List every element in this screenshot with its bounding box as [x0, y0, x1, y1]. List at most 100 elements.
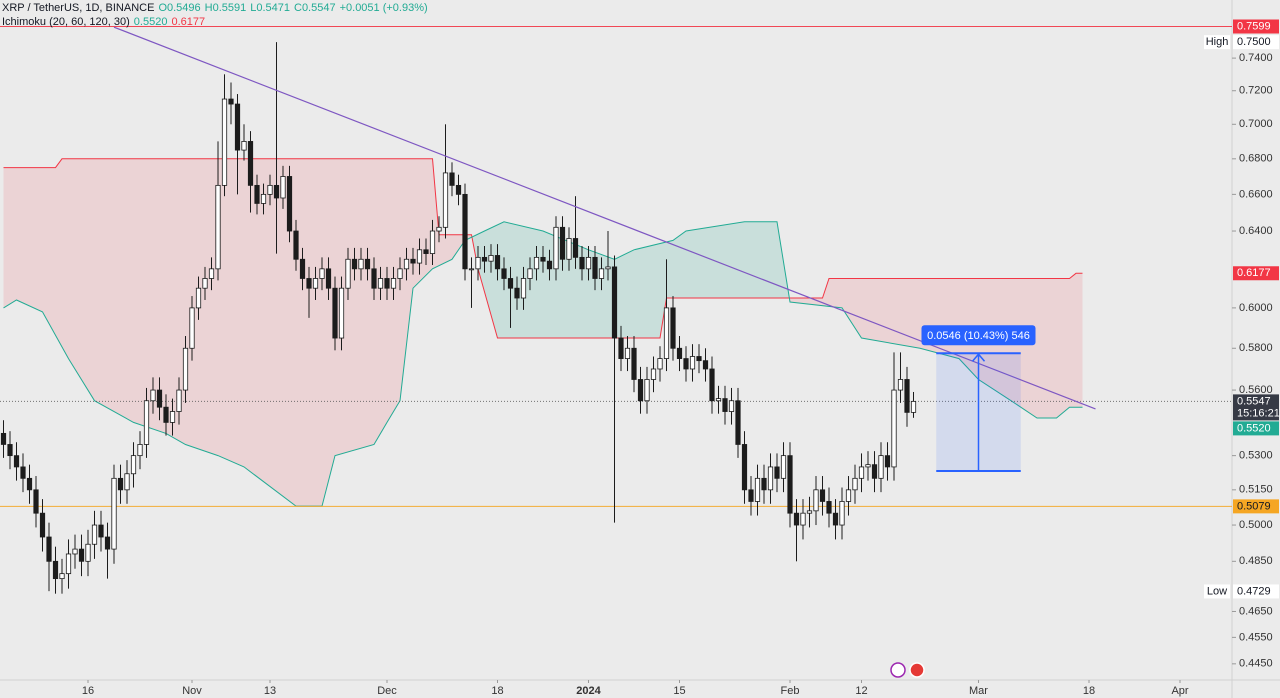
x-tick-label: Mar — [969, 685, 988, 697]
symbol: XRP / TetherUS, 1D, BINANCE — [2, 2, 155, 14]
candle-body — [637, 379, 644, 402]
candle-body — [338, 287, 345, 339]
x-tick-label: 16 — [82, 685, 94, 697]
candle-body — [462, 193, 468, 270]
candle-body — [377, 278, 384, 289]
candle-body — [852, 477, 858, 491]
ohlc: H0.5591 — [204, 2, 247, 14]
tag-bg — [1204, 35, 1230, 50]
candle-body — [7, 444, 13, 457]
candle-body — [800, 512, 806, 526]
candle-body — [358, 258, 364, 270]
price-badge — [1233, 35, 1279, 50]
countdown: 15:16:21 — [1237, 407, 1280, 419]
candle-body — [449, 172, 455, 186]
candle-body — [325, 268, 332, 289]
x-tick-label: 13 — [264, 685, 276, 697]
candle-body — [65, 553, 72, 575]
candle-body — [117, 477, 124, 491]
candle-body — [390, 278, 397, 289]
candle-body — [527, 268, 533, 279]
ohlc: O0.5496 — [158, 2, 201, 14]
candle-body — [728, 400, 735, 412]
candle-body — [241, 141, 247, 151]
ichimoku-line — [3, 221, 1083, 507]
symbol-row: XRP / TetherUS, 1D, BINANCE O0.5496 H0.559… — [2, 1, 432, 15]
candle-body — [234, 103, 241, 151]
candle-body — [741, 444, 748, 491]
candle-body — [845, 489, 852, 502]
y-tick-label: 0.6400 — [1239, 225, 1273, 237]
legend: XRP / TetherUS, 1D, BINANCE O0.5496 H0.559… — [2, 1, 432, 29]
candle-body — [20, 466, 26, 479]
candle-body — [59, 573, 65, 580]
candle-body — [676, 347, 683, 359]
y-tick-label: 0.6600 — [1239, 188, 1273, 200]
candle-body — [865, 464, 871, 468]
candle-body — [572, 238, 579, 258]
candle-body — [702, 360, 709, 370]
candle-body — [176, 389, 182, 412]
candle-body — [371, 268, 377, 289]
y-tick-label: 0.4650 — [1239, 605, 1273, 617]
candle-body — [72, 548, 78, 555]
y-tick-label: 0.7400 — [1239, 52, 1273, 64]
candle-body — [319, 268, 325, 279]
y-tick-label: 0.5000 — [1239, 519, 1273, 531]
candle-body — [202, 278, 208, 289]
candle-body — [514, 287, 520, 299]
candle-body — [293, 230, 299, 260]
candle-body — [182, 347, 189, 391]
candle-body — [624, 347, 631, 359]
change: +0.0051 (+0.93%) — [339, 2, 428, 14]
candle-body — [143, 400, 150, 445]
candle-body — [592, 256, 598, 279]
candle-body — [813, 489, 819, 512]
price-badge-label: 0.4729 — [1237, 585, 1271, 597]
candle-body — [332, 287, 338, 339]
candle-body — [566, 238, 572, 260]
candle-body — [546, 260, 553, 270]
x-tick-label: 2024 — [576, 685, 601, 697]
price-badge — [1233, 584, 1279, 599]
measure-label-bg — [921, 325, 1036, 346]
candle-body — [520, 278, 527, 299]
price-badge-label: 0.7599 — [1237, 20, 1271, 32]
candle-body — [221, 98, 228, 186]
candle-body — [455, 184, 462, 195]
candle-body — [163, 406, 169, 423]
candle-body — [150, 389, 156, 402]
event-icon[interactable] — [890, 662, 906, 678]
candle-body — [878, 455, 884, 479]
candle-body — [468, 268, 475, 271]
ichimoku-line — [3, 158, 1083, 339]
candle-body — [0, 432, 7, 445]
candle-body — [195, 287, 202, 309]
candle-body — [644, 379, 650, 402]
candle-body — [767, 466, 774, 491]
candle-body — [884, 455, 891, 468]
event-icon[interactable] — [909, 662, 925, 678]
candle-body — [761, 477, 767, 491]
candle-body — [156, 389, 163, 408]
candle-body — [39, 512, 46, 538]
candle-body — [611, 266, 618, 339]
x-tick-label: 18 — [1083, 685, 1095, 697]
candle-body — [806, 510, 813, 514]
candle-body — [826, 501, 832, 514]
trendline — [113, 26, 1096, 410]
candle-body — [410, 258, 416, 264]
candle-body — [306, 278, 312, 289]
indicator-name: Ichimoku (20, 60, 120, 30) — [2, 16, 130, 28]
candle-body — [585, 256, 592, 270]
y-tick-label: 0.7000 — [1239, 118, 1273, 130]
candle-body — [553, 226, 559, 270]
candle-body — [286, 176, 293, 232]
candle-body — [26, 477, 33, 491]
candle-body — [260, 193, 267, 204]
indicator-value: 0.5520 — [133, 16, 168, 28]
price-tag: High — [1206, 36, 1229, 48]
candle-body — [819, 489, 826, 502]
